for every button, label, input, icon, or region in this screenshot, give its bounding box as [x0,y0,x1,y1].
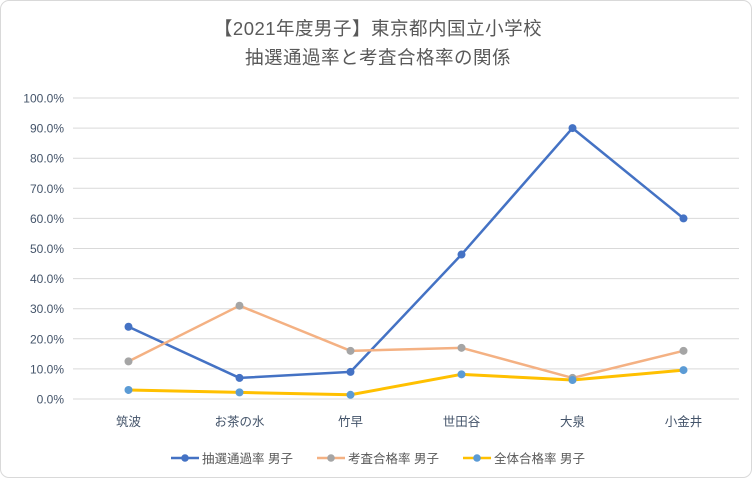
data-point-marker [124,322,133,331]
data-point-marker [568,376,577,385]
legend-item-label: 抽選通過率 男子 [202,452,293,466]
series-line [127,126,685,380]
data-point-marker [346,390,355,399]
x-axis-category-label: お茶の水 [214,414,265,429]
data-point-marker [568,124,577,133]
y-axis-tick-label: 70.0% [30,182,64,196]
legend-item-label: 考査合格率 男子 [348,452,439,466]
legend-line-marker-icon [462,453,491,462]
data-point-marker [124,357,133,366]
data-point-marker [457,250,466,259]
legend-item: 抽選通過率 男子 [171,448,293,467]
y-axis-tick-label: 80.0% [30,152,64,166]
legend-item: 考査合格率 男子 [317,448,439,467]
y-axis-tick-label: 30.0% [30,302,64,316]
data-point-marker [235,301,244,310]
data-point-marker [457,370,466,379]
y-axis-tick-label: 100.0% [23,92,64,106]
x-axis-category-label: 小金井 [665,414,703,429]
legend-line-marker-icon [171,453,200,462]
data-point-marker [235,388,244,397]
data-point-marker [235,373,244,382]
y-axis-tick-label: 10.0% [30,362,64,376]
data-point-marker [679,366,688,375]
chart-title: 【2021年度男子】東京都内国立小学校 抽選通過率と考査合格率の関係 [1,14,754,72]
data-point-marker [679,214,688,223]
chart-title-line2: 抽選通過率と考査合格率の関係 [244,47,511,68]
legend-item: 全体合格率 男子 [462,448,585,467]
chart-title-line1: 【2021年度男子】東京都内国立小学校 [213,18,543,39]
y-axis-tick-label: 20.0% [30,332,64,346]
x-axis-category-label: 世田谷 [443,415,481,429]
legend-item-label: 全体合格率 男子 [493,452,585,466]
data-point-marker [457,343,466,352]
legend: 抽選通過率 男子 考査合格率 男子 全体合格率 男子 [1,448,754,467]
data-point-marker [346,346,355,355]
y-axis-tick-label: 50.0% [30,242,64,256]
x-axis-category-label: 竹早 [338,415,363,429]
y-axis-tick-label: 60.0% [30,212,64,226]
y-axis-tick-label: 0.0% [37,393,65,407]
y-axis-tick-label: 90.0% [30,122,64,136]
x-axis-category-label: 大泉 [560,414,586,429]
series-line [127,304,685,380]
x-axis-category-label: 筑波 [116,414,142,429]
series-line [127,368,685,397]
data-point-marker [346,367,355,376]
y-axis-tick-label: 40.0% [30,272,64,286]
data-point-marker [124,385,133,394]
legend-line-marker-icon [317,453,345,462]
data-point-marker [679,346,688,355]
